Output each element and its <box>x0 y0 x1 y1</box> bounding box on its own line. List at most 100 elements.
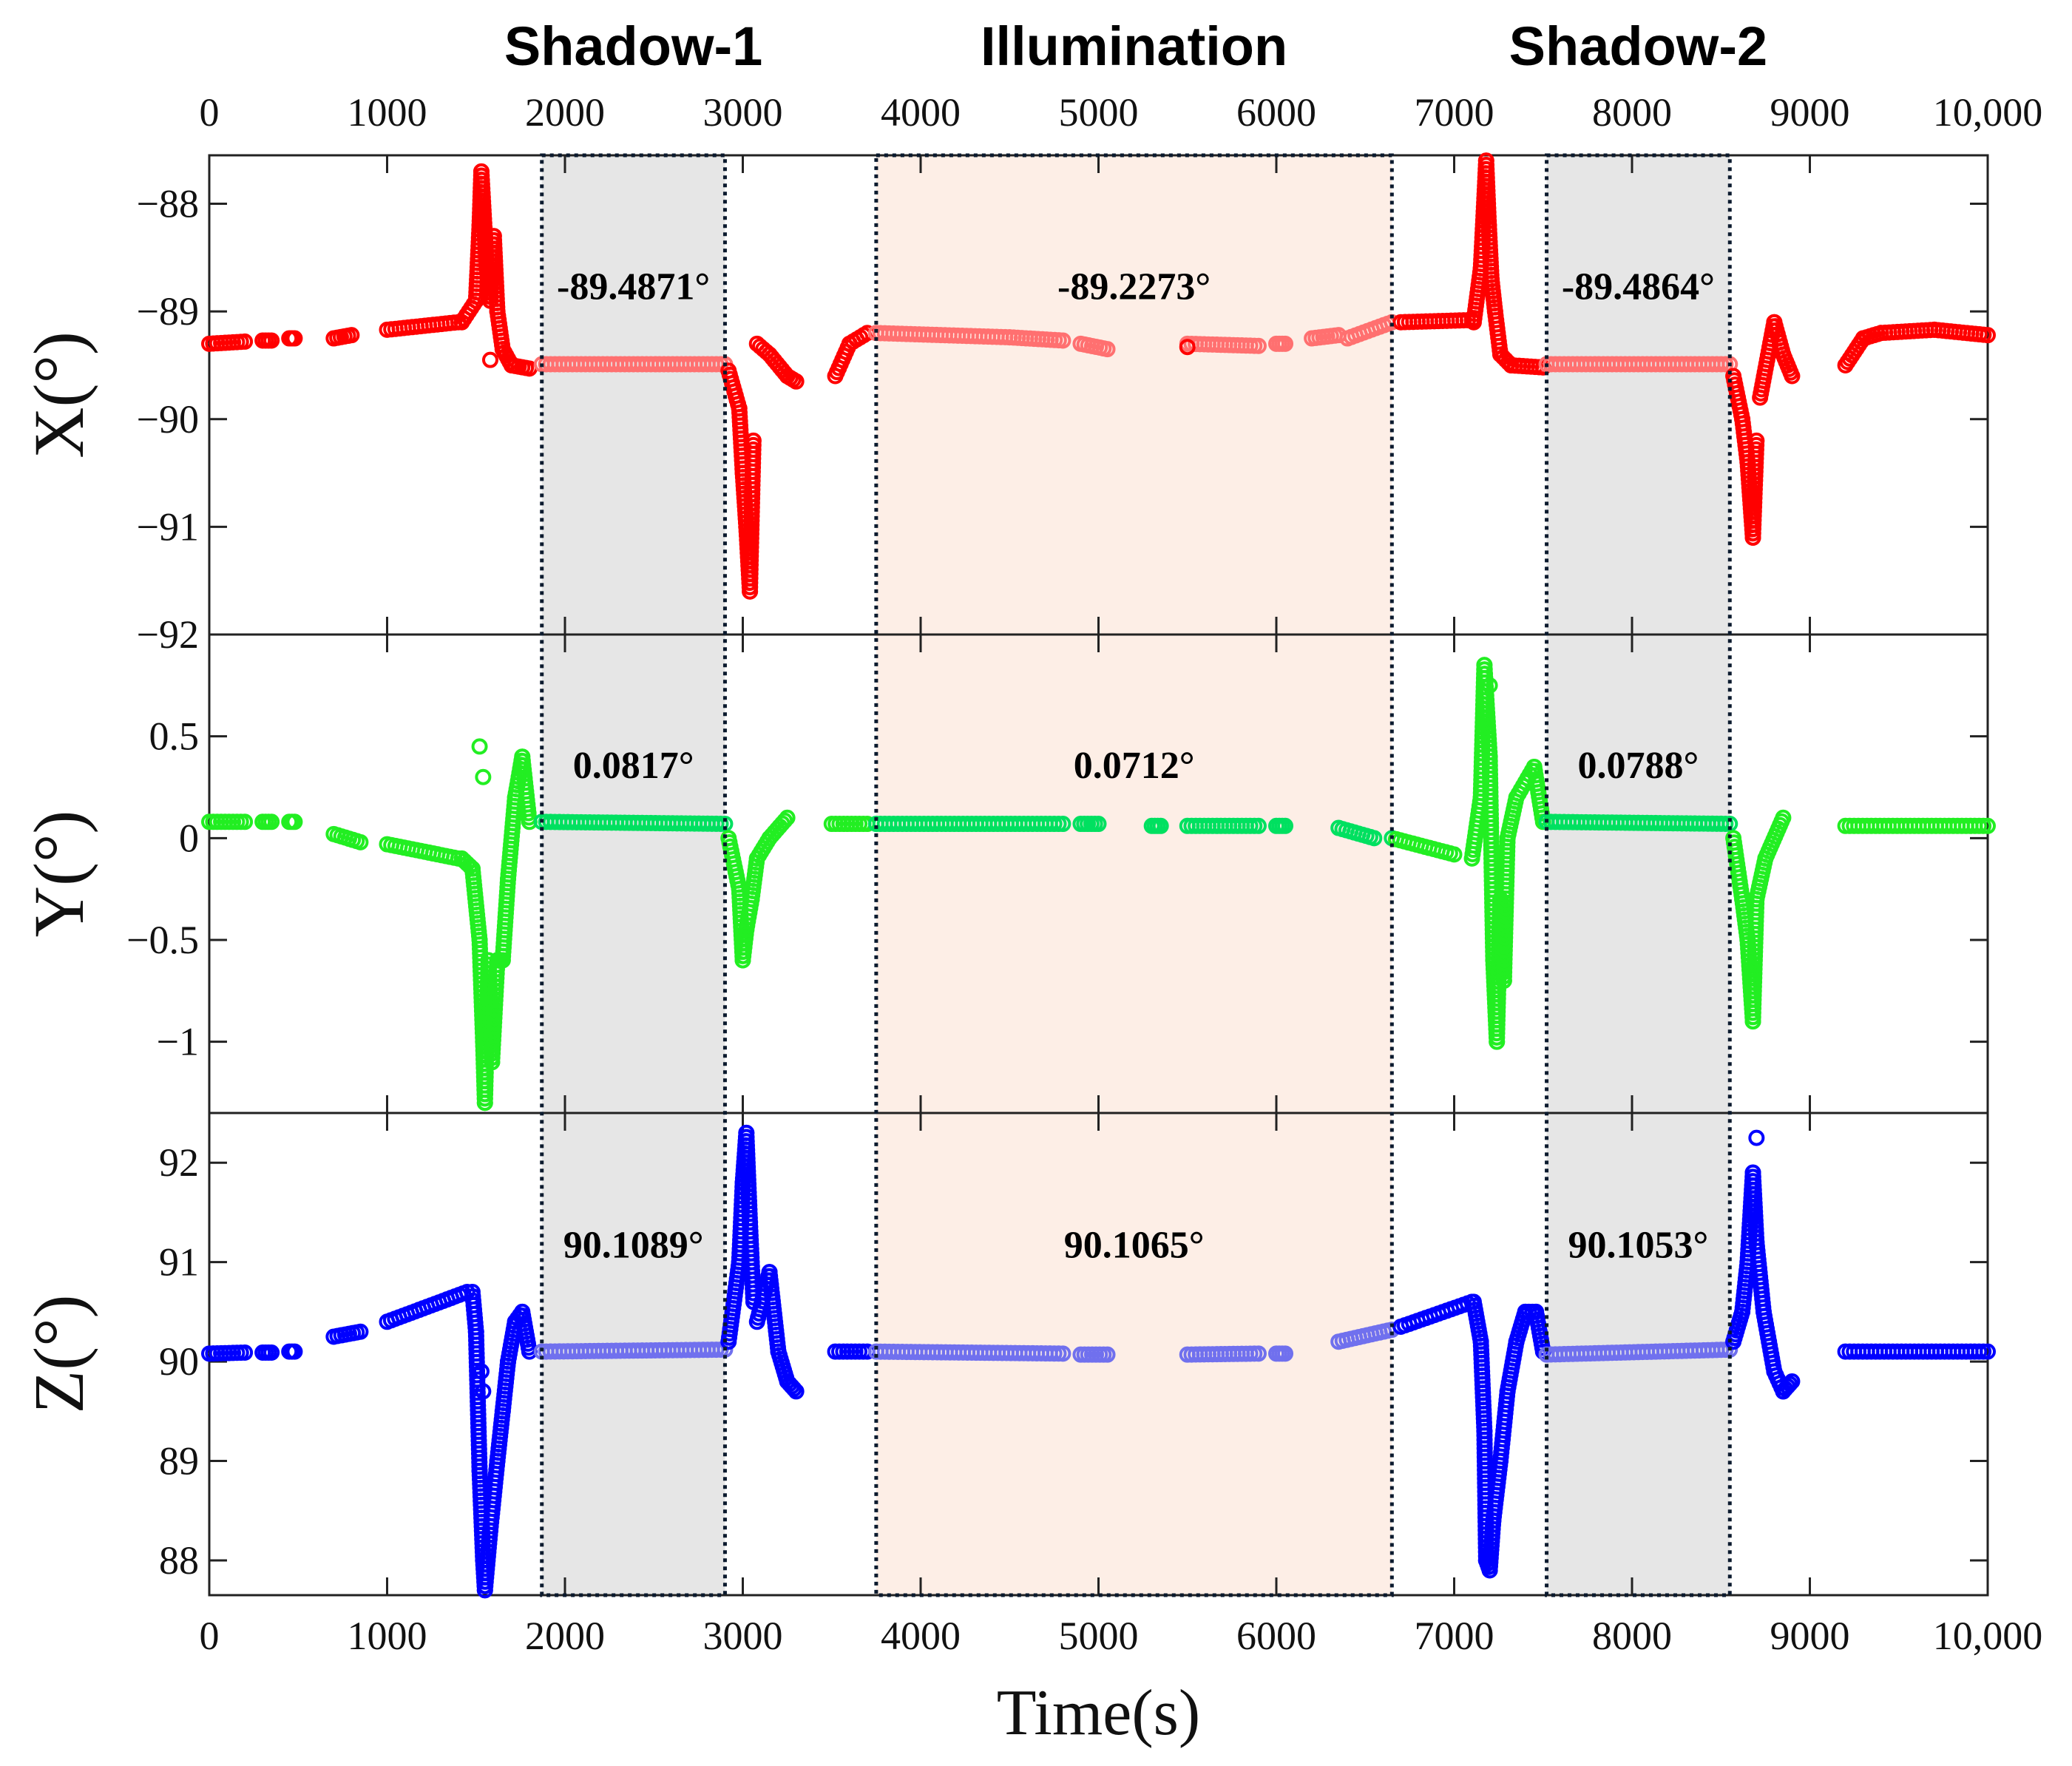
data-point-y <box>237 813 254 830</box>
mean-label-y-illumination: 0.0712° <box>1074 745 1195 787</box>
data-point-y <box>1277 817 1294 834</box>
segment-x-10 <box>867 325 1071 349</box>
xtick-label-top: 2000 <box>525 90 605 135</box>
xtick-label-top: 7000 <box>1415 90 1494 135</box>
ytick-label-y: −0.5 <box>126 918 199 962</box>
mean-label-y-shadow-1: 0.0817° <box>573 745 694 787</box>
data-point-z <box>1250 1345 1267 1362</box>
xtick-label-bottom: 2000 <box>525 1614 605 1658</box>
outlier-point-z <box>475 1383 492 1400</box>
xtick-label-bottom: 5000 <box>1059 1614 1139 1658</box>
segment-x-15 <box>1339 314 1401 347</box>
data-point-z <box>1277 1345 1294 1362</box>
ytick-label-y: 0 <box>179 816 199 860</box>
segment-y-15 <box>1384 830 1463 863</box>
data-point-y <box>352 833 369 850</box>
data-point-x <box>788 373 805 390</box>
data-point-y <box>1054 816 1071 833</box>
data-point-z <box>785 1381 802 1398</box>
outlier-point-z <box>473 1363 490 1380</box>
data-point-z <box>263 1344 280 1361</box>
data-point-x <box>1099 341 1116 358</box>
mean-label-z-shadow-1: 90.1089° <box>563 1225 704 1267</box>
ytick-label-x: −90 <box>137 397 199 442</box>
segment-y-6 <box>533 813 734 833</box>
outlier-point-z <box>1748 1129 1765 1146</box>
segment-z-4 <box>379 1283 475 1330</box>
segment-y-10 <box>1072 816 1107 833</box>
mean-label-x-shadow-2: -89.4864° <box>1562 265 1715 308</box>
segment-x-5 <box>453 163 538 377</box>
data-point-y <box>286 813 303 830</box>
data-point-y <box>717 816 734 833</box>
region-title-shadow-1: Shadow-1 <box>504 16 762 77</box>
xtick-label-top: 1000 <box>348 90 427 135</box>
data-point-y <box>1775 809 1792 826</box>
data-point-x <box>237 333 254 350</box>
segment-x-21 <box>1837 321 1996 373</box>
data-point-x <box>1980 327 1996 344</box>
segment-x-19 <box>1725 368 1765 546</box>
ytick-label-z: 90 <box>159 1339 199 1384</box>
data-point-y <box>1250 817 1267 834</box>
data-point-x <box>1277 335 1294 352</box>
region-border-shadow-1 <box>540 153 727 1597</box>
ylabel-z: Z(°) <box>19 1295 98 1414</box>
data-point-y <box>1366 830 1383 847</box>
xtick-label-bottom: 4000 <box>881 1614 961 1658</box>
segment-z-2 <box>281 1343 303 1360</box>
region-bg-illumination <box>876 155 1392 1595</box>
data-point-z <box>352 1323 369 1340</box>
segment-z-8 <box>748 1264 805 1400</box>
segment-z-5 <box>464 1283 538 1599</box>
data-point-y <box>1446 846 1463 863</box>
region-title-illumination: Illumination <box>981 16 1287 77</box>
data-point-x <box>286 330 303 347</box>
ytick-label-y: 0.5 <box>149 714 200 759</box>
data-point-y <box>1090 816 1107 833</box>
segment-z-19 <box>1837 1343 1996 1360</box>
segment-x-8 <box>748 335 805 390</box>
ytick-label-x: −92 <box>137 612 199 657</box>
outlier-point-x <box>1179 339 1196 356</box>
mean-label-x-illumination: -89.2273° <box>1057 265 1211 308</box>
segment-x-18 <box>1538 356 1738 373</box>
axis-labels: −88−89−90−91−920.50−0.5−1929190898800100… <box>126 90 2042 1658</box>
outlier-point-y <box>475 768 492 785</box>
data-point-y <box>1152 817 1169 834</box>
xlabel-time: Time(s) <box>997 1677 1200 1749</box>
segment-x-6 <box>533 356 734 373</box>
data-point-z <box>237 1344 254 1361</box>
segment-y-5 <box>453 748 538 1112</box>
segment-y-16 <box>1463 657 1551 1050</box>
xtick-label-top: 5000 <box>1059 90 1139 135</box>
data-point-z <box>1781 1376 1798 1393</box>
segment-z-1 <box>254 1344 280 1361</box>
segment-x-3 <box>325 327 360 347</box>
ytick-label-z: 91 <box>159 1240 199 1285</box>
segment-y-9 <box>867 816 1071 833</box>
data-point-y <box>263 813 280 830</box>
segment-z-9 <box>827 1343 876 1360</box>
segment-x-17 <box>1465 152 1551 376</box>
ylabel-x: X(°) <box>19 331 98 459</box>
segment-z-11 <box>1072 1346 1116 1363</box>
segment-x-1 <box>254 332 280 349</box>
ytick-label-y: −1 <box>157 1020 199 1064</box>
xtick-label-top: 9000 <box>1770 90 1850 135</box>
xtick-label-bottom: 9000 <box>1770 1614 1850 1658</box>
xtick-label-bottom: 1000 <box>348 1614 427 1658</box>
segment-z-16 <box>1465 1293 1551 1579</box>
data-point-z <box>1054 1345 1071 1362</box>
ytick-label-z: 89 <box>159 1439 199 1483</box>
segment-y-19 <box>1837 817 1996 834</box>
segment-z-12 <box>1179 1345 1267 1363</box>
data-point-x <box>1250 337 1267 354</box>
series-z <box>201 1124 1996 1599</box>
segment-y-2 <box>281 813 303 830</box>
data-point-x <box>343 327 360 344</box>
ytick-label-z: 92 <box>159 1140 199 1185</box>
segment-y-1 <box>254 813 280 830</box>
data-point-z <box>788 1383 805 1400</box>
series-y <box>201 657 1996 1112</box>
